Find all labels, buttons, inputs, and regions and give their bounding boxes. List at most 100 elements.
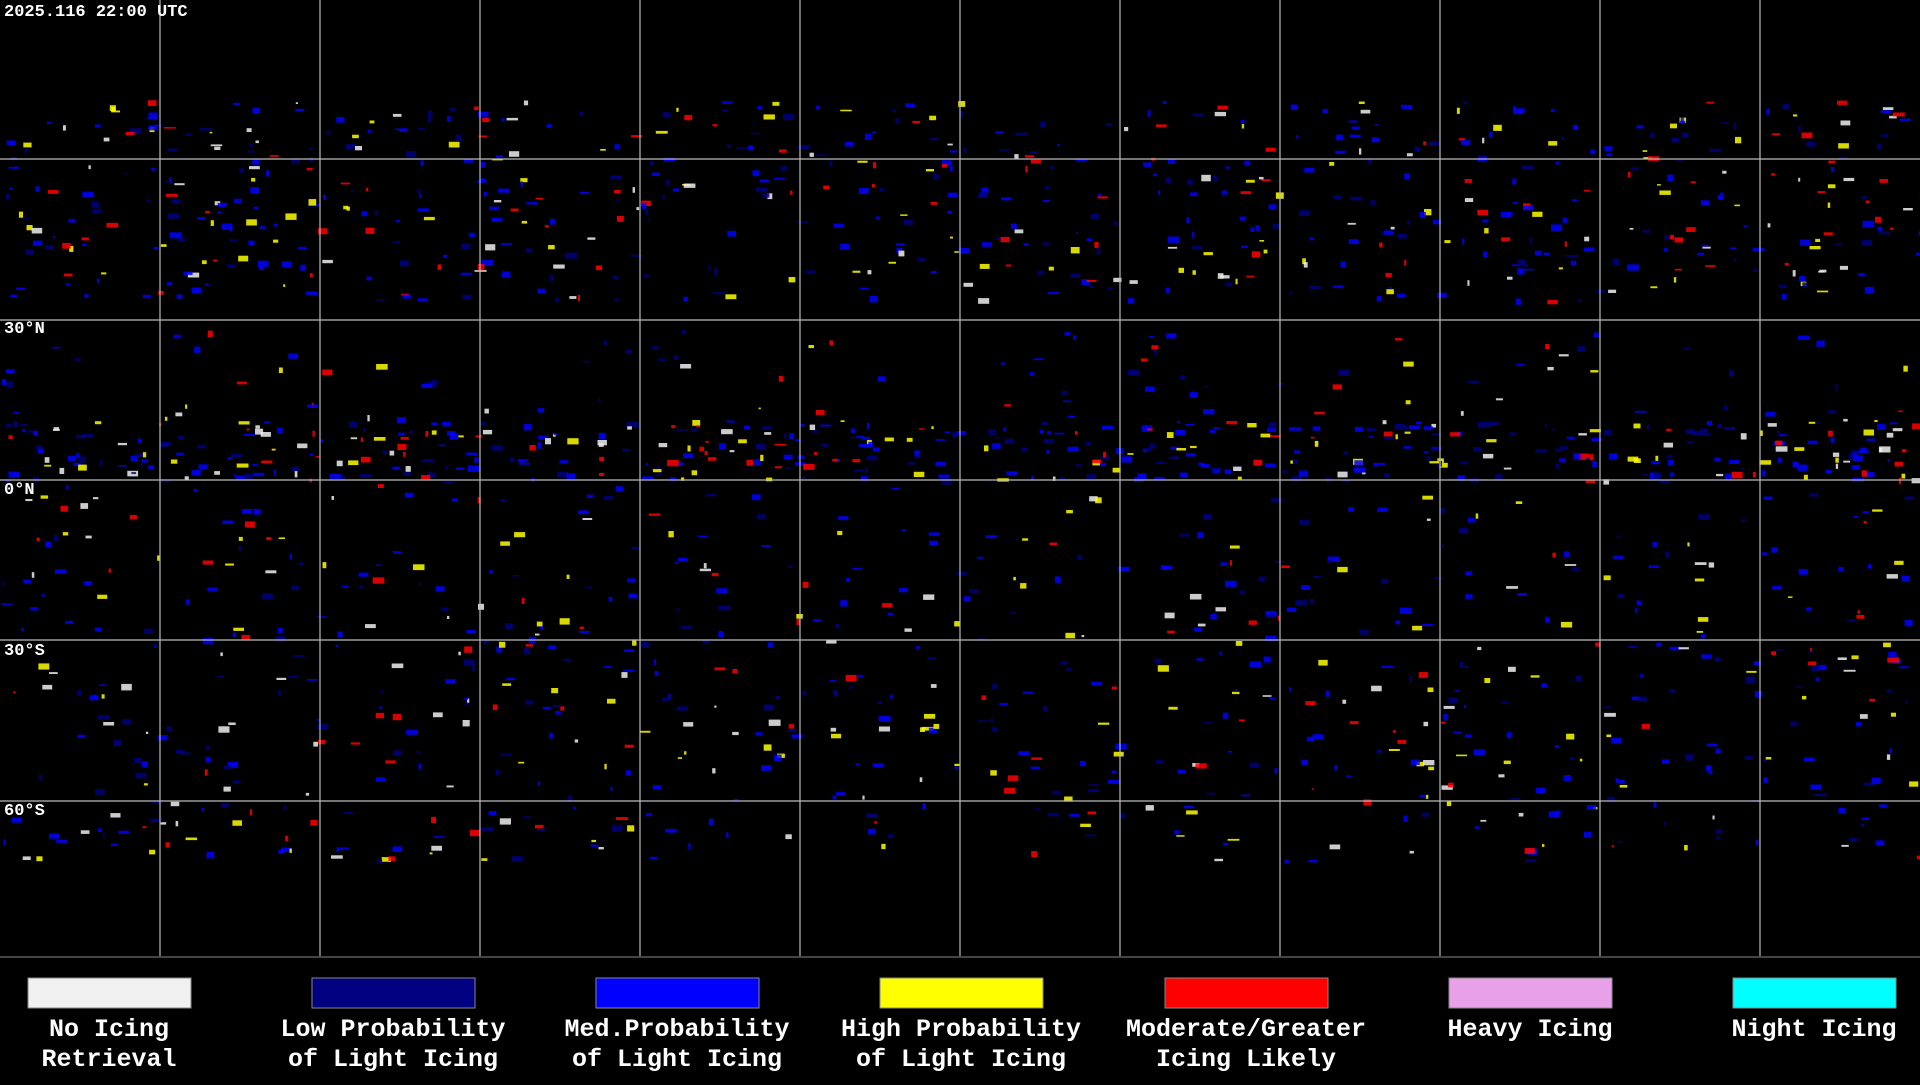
icing-cell — [1899, 478, 1901, 484]
icing-cell — [443, 255, 448, 258]
icing-cell — [599, 847, 604, 849]
icing-cell — [554, 433, 558, 435]
icing-cell — [449, 142, 460, 148]
icing-cell — [1190, 192, 1197, 196]
icing-cell — [288, 354, 298, 359]
icing-cell — [1433, 447, 1437, 449]
icing-cell — [1424, 722, 1429, 726]
icing-cell — [1311, 437, 1315, 439]
icing-cell — [89, 165, 91, 169]
icing-cell — [19, 212, 23, 218]
icing-cell — [1522, 166, 1533, 170]
icing-cell — [775, 696, 780, 699]
legend-label: Moderate/Greater — [1126, 1015, 1366, 1044]
icing-cell — [931, 271, 937, 274]
icing-cell — [1090, 286, 1095, 288]
icing-cell — [255, 429, 263, 435]
icing-cell — [671, 425, 675, 428]
icing-cell — [1167, 631, 1175, 634]
icing-cell — [1228, 839, 1240, 841]
icing-cell — [708, 265, 710, 270]
icing-cell — [496, 155, 503, 158]
icing-cell — [599, 457, 604, 461]
icing-cell — [1080, 761, 1086, 766]
icing-cell — [92, 209, 102, 214]
icing-cell — [1395, 620, 1400, 624]
icing-cell — [1794, 447, 1804, 451]
icing-cell — [895, 119, 900, 124]
icing-cell — [95, 789, 105, 795]
icing-cell — [146, 732, 148, 734]
icing-cell — [1147, 429, 1153, 431]
icing-cell — [1664, 248, 1667, 251]
icing-cell — [171, 199, 180, 203]
icing-cell — [567, 575, 570, 579]
icing-cell — [1836, 464, 1838, 469]
icing-cell — [706, 441, 710, 443]
icing-cell — [1524, 269, 1534, 271]
icing-cell — [529, 445, 535, 451]
icing-cell — [1561, 622, 1572, 628]
icing-cell — [1197, 658, 1204, 660]
icing-cell — [569, 296, 576, 299]
icing-cell — [318, 740, 325, 744]
icing-cell — [633, 187, 635, 193]
icing-cell — [1763, 777, 1768, 783]
icing-cell — [762, 426, 772, 430]
icing-cell — [853, 271, 861, 273]
icing-cell — [418, 189, 421, 194]
icing-cell — [784, 455, 793, 460]
icing-cell — [20, 424, 27, 426]
icing-cell — [1808, 662, 1816, 666]
icing-cell — [1048, 813, 1060, 816]
icing-cell — [988, 429, 996, 435]
icing-cell — [929, 532, 940, 535]
icing-cell — [587, 495, 593, 499]
icing-cell — [929, 541, 938, 546]
icing-cell — [696, 425, 700, 427]
icing-cell — [1560, 446, 1568, 449]
icing-cell — [1564, 551, 1569, 557]
icing-cell — [705, 451, 708, 455]
icing-cell — [1291, 105, 1298, 111]
icing-cell — [964, 283, 974, 287]
icing-cell — [1695, 562, 1707, 565]
icing-cell — [1802, 133, 1813, 139]
legend-swatch — [1733, 978, 1896, 1008]
icing-cell — [227, 264, 236, 267]
icing-cell — [1040, 430, 1044, 434]
icing-cell — [992, 684, 996, 690]
icing-cell — [1815, 239, 1820, 242]
icing-cell — [1650, 133, 1654, 138]
icing-cell — [1686, 227, 1696, 232]
icing-cell — [927, 657, 935, 659]
icing-cell — [548, 245, 555, 249]
icing-cell — [1263, 695, 1272, 697]
icing-cell — [1608, 290, 1616, 293]
icing-cell — [1655, 456, 1658, 461]
icing-cell — [1349, 121, 1358, 123]
icing-cell — [238, 256, 248, 262]
icing-cell — [1844, 670, 1856, 672]
icing-cell — [168, 149, 178, 152]
icing-cell — [816, 106, 820, 110]
icing-cell — [1643, 150, 1648, 152]
icing-cell — [1077, 555, 1082, 560]
icing-cell — [1, 603, 12, 605]
icing-cell — [1716, 749, 1721, 754]
icing-cell — [1351, 197, 1363, 201]
icing-cell — [1448, 783, 1454, 788]
icing-cell — [752, 494, 761, 500]
icing-cell — [1467, 280, 1469, 286]
icing-cell — [789, 277, 796, 282]
icing-cell — [1050, 167, 1054, 170]
icing-cell — [834, 224, 844, 228]
icing-cell — [255, 425, 260, 428]
icing-cell — [1112, 771, 1117, 773]
icing-cell — [16, 288, 25, 290]
icing-cell — [1204, 252, 1213, 255]
icing-cell — [1572, 199, 1577, 201]
icing-cell — [1422, 813, 1429, 817]
icing-cell — [1606, 153, 1612, 156]
icing-cell — [1179, 268, 1185, 273]
